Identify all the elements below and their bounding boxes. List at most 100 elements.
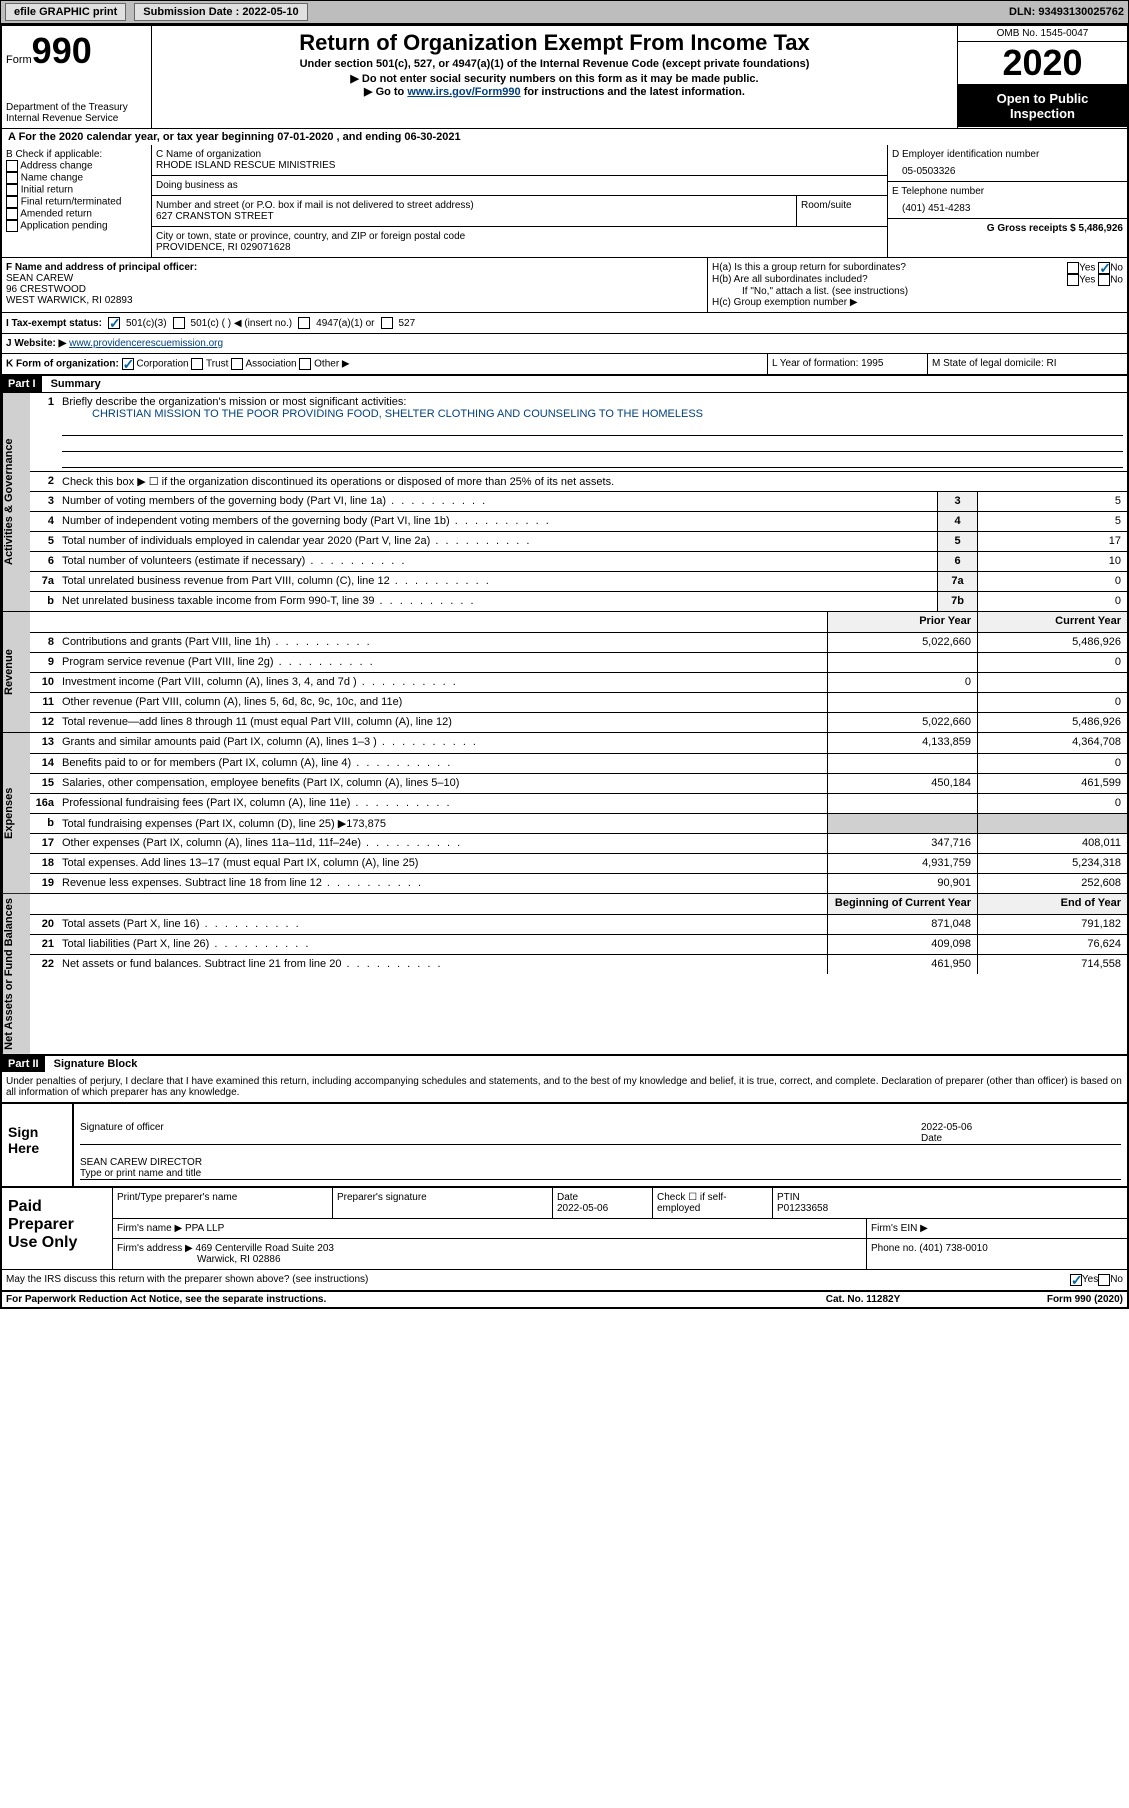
chk-assoc[interactable] bbox=[231, 358, 243, 370]
c11: 0 bbox=[977, 693, 1127, 712]
c22: 714,558 bbox=[977, 955, 1127, 974]
form-990: Form990 Department of the Treasury Inter… bbox=[0, 24, 1129, 1309]
form-label: Form990 bbox=[6, 30, 147, 72]
p14 bbox=[827, 754, 977, 773]
p22: 461,950 bbox=[827, 955, 977, 974]
officer-addr2: WEST WARWICK, RI 02893 bbox=[6, 295, 703, 306]
self-employed-check[interactable]: Check ☐ if self-employed bbox=[653, 1188, 773, 1218]
form-footer: Form 990 (2020) bbox=[963, 1294, 1123, 1305]
chk-527[interactable] bbox=[381, 317, 393, 329]
line-7b: Net unrelated business taxable income fr… bbox=[58, 592, 937, 611]
prep-sig-label: Preparer's signature bbox=[333, 1188, 553, 1218]
line-1: Briefly describe the organization's miss… bbox=[62, 396, 406, 408]
line-17: Other expenses (Part IX, column (A), lin… bbox=[58, 834, 827, 853]
b-opt[interactable]: Address change bbox=[6, 160, 147, 172]
phone-value: (401) 451-4283 bbox=[892, 197, 1123, 214]
p13: 4,133,859 bbox=[827, 733, 977, 753]
chk-trust[interactable] bbox=[191, 358, 203, 370]
chk-corp[interactable] bbox=[122, 358, 134, 370]
line-14: Benefits paid to or for members (Part IX… bbox=[58, 754, 827, 773]
b-opt[interactable]: Application pending bbox=[6, 220, 147, 232]
website-link[interactable]: www.providencerescuemission.org bbox=[69, 338, 223, 349]
chk-501c[interactable] bbox=[173, 317, 185, 329]
paid-preparer-label: Paid Preparer Use Only bbox=[2, 1188, 112, 1269]
begin-year-hdr: Beginning of Current Year bbox=[827, 894, 977, 914]
k-label: K Form of organization: bbox=[6, 359, 119, 370]
val-7a: 0 bbox=[977, 572, 1127, 591]
chk-other[interactable] bbox=[299, 358, 311, 370]
dept-text: Department of the Treasury Internal Reve… bbox=[6, 102, 147, 124]
street-address: 627 CRANSTON STREET bbox=[156, 211, 792, 222]
chk-501c3[interactable] bbox=[108, 317, 120, 329]
c15: 461,599 bbox=[977, 774, 1127, 793]
line-16a: Professional fundraising fees (Part IX, … bbox=[58, 794, 827, 813]
line-9: Program service revenue (Part VIII, line… bbox=[58, 653, 827, 672]
line-6: Total number of volunteers (estimate if … bbox=[58, 552, 937, 571]
line-8: Contributions and grants (Part VIII, lin… bbox=[58, 633, 827, 652]
room-suite-label: Room/suite bbox=[797, 196, 887, 226]
submission-date-button[interactable]: Submission Date : 2022-05-10 bbox=[134, 3, 307, 21]
line-21: Total liabilities (Part X, line 26) bbox=[58, 935, 827, 954]
end-year-hdr: End of Year bbox=[977, 894, 1127, 914]
gross-receipts: G Gross receipts $ 5,486,926 bbox=[888, 218, 1127, 238]
p17: 347,716 bbox=[827, 834, 977, 853]
i-label: I Tax-exempt status: bbox=[6, 318, 102, 329]
tax-year: 2020 bbox=[958, 42, 1127, 85]
c20: 791,182 bbox=[977, 915, 1127, 934]
line-10: Investment income (Part VIII, column (A)… bbox=[58, 673, 827, 692]
city-label: City or town, state or province, country… bbox=[156, 231, 883, 242]
firm-phone: (401) 738-0010 bbox=[919, 1243, 987, 1254]
addr-label: Number and street (or P.O. box if mail i… bbox=[156, 200, 792, 211]
p19: 90,901 bbox=[827, 874, 977, 893]
b-opt[interactable]: Final return/terminated bbox=[6, 196, 147, 208]
line-11: Other revenue (Part VIII, column (A), li… bbox=[58, 693, 827, 712]
firm-addr1: 469 Centerville Road Suite 203 bbox=[196, 1243, 334, 1254]
form-subtitle: Under section 501(c), 527, or 4947(a)(1)… bbox=[156, 58, 953, 70]
sig-date: 2022-05-06 bbox=[921, 1122, 972, 1133]
firm-addr2: Warwick, RI 02886 bbox=[117, 1254, 281, 1265]
irs-discuss-yes[interactable] bbox=[1070, 1274, 1082, 1286]
open-public: Open to Public Inspection bbox=[958, 85, 1127, 127]
b-opt[interactable]: Initial return bbox=[6, 184, 147, 196]
line-20: Total assets (Part X, line 16) bbox=[58, 915, 827, 934]
b-opt[interactable]: Amended return bbox=[6, 208, 147, 220]
line-18: Total expenses. Add lines 13–17 (must eq… bbox=[58, 854, 827, 873]
form-title: Return of Organization Exempt From Incom… bbox=[156, 30, 953, 56]
b-opt[interactable]: Name change bbox=[6, 172, 147, 184]
instr-1: ▶ Do not enter social security numbers o… bbox=[156, 72, 953, 85]
p10: 0 bbox=[827, 673, 977, 692]
part-1-title: Summary bbox=[45, 376, 107, 392]
side-expenses: Expenses bbox=[2, 733, 30, 893]
irs-discuss-no[interactable] bbox=[1098, 1274, 1110, 1286]
c14: 0 bbox=[977, 754, 1127, 773]
c9: 0 bbox=[977, 653, 1127, 672]
irs-link[interactable]: www.irs.gov/Form990 bbox=[407, 86, 520, 98]
p15: 450,184 bbox=[827, 774, 977, 793]
d-label: D Employer identification number bbox=[892, 149, 1123, 160]
side-net-assets: Net Assets or Fund Balances bbox=[2, 894, 30, 1054]
c13: 4,364,708 bbox=[977, 733, 1127, 753]
prior-year-hdr: Prior Year bbox=[827, 612, 977, 632]
line-15: Salaries, other compensation, employee b… bbox=[58, 774, 827, 793]
officer-name-title: SEAN CAREW DIRECTOR bbox=[80, 1157, 202, 1168]
val-7b: 0 bbox=[977, 592, 1127, 611]
line-22: Net assets or fund balances. Subtract li… bbox=[58, 955, 827, 974]
p20: 871,048 bbox=[827, 915, 977, 934]
sig-officer-label: Signature of officer bbox=[80, 1122, 921, 1144]
p8: 5,022,660 bbox=[827, 633, 977, 652]
j-label: J Website: ▶ bbox=[6, 338, 66, 349]
chk-4947[interactable] bbox=[298, 317, 310, 329]
p11 bbox=[827, 693, 977, 712]
irs-discuss-text: May the IRS discuss this return with the… bbox=[6, 1274, 1070, 1285]
ptin-value: P01233658 bbox=[777, 1203, 828, 1214]
pra-notice: For Paperwork Reduction Act Notice, see … bbox=[6, 1294, 763, 1305]
omb-number: OMB No. 1545-0047 bbox=[958, 26, 1127, 42]
officer-addr1: 96 CRESTWOOD bbox=[6, 284, 703, 295]
row-a-tax-period: A For the 2020 calendar year, or tax yea… bbox=[2, 129, 1127, 145]
f-label: F Name and address of principal officer: bbox=[6, 262, 197, 273]
line-16b: Total fundraising expenses (Part IX, col… bbox=[58, 814, 827, 833]
m-domicile: M State of legal domicile: RI bbox=[927, 354, 1127, 374]
val-4: 5 bbox=[977, 512, 1127, 531]
efile-button[interactable]: efile GRAPHIC print bbox=[5, 3, 126, 21]
val-6: 10 bbox=[977, 552, 1127, 571]
